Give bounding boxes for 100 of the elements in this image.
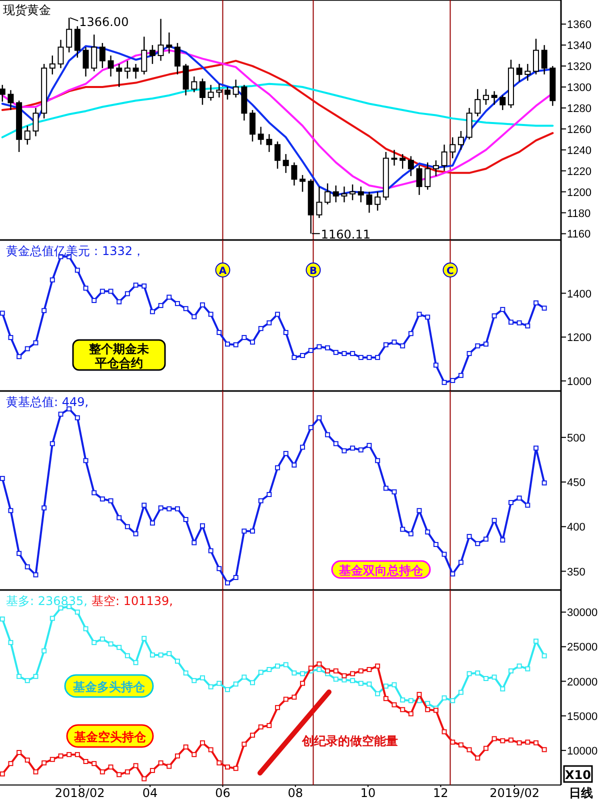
candlestick bbox=[500, 94, 506, 111]
annotation: 整个期金未平仓合约 bbox=[88, 342, 150, 370]
candlestick bbox=[32, 107, 39, 137]
y-tick-label: 1340 bbox=[567, 40, 592, 52]
candlestick bbox=[341, 186, 348, 203]
series-label: 黄基总值: 449, bbox=[6, 395, 89, 409]
chart-title: 现货黄金 bbox=[3, 3, 51, 17]
candlestick bbox=[82, 46, 89, 78]
x-tick-label: 2018/02 bbox=[54, 786, 105, 800]
candlestick bbox=[0, 84, 6, 102]
x-tick-label: 10 bbox=[360, 786, 376, 800]
text: 日线 bbox=[569, 786, 593, 800]
y-tick-label: 25000 bbox=[567, 642, 598, 654]
candlestick bbox=[49, 54, 56, 76]
candlestick bbox=[116, 63, 122, 88]
candlestick bbox=[291, 162, 298, 186]
candlestick bbox=[199, 78, 206, 106]
ref-line-label: C bbox=[446, 266, 454, 277]
x-tick-label: 2019/02 bbox=[490, 786, 540, 800]
y-tick-label: 1000 bbox=[567, 376, 592, 388]
x-tick-label: 08 bbox=[288, 786, 304, 800]
candlestick bbox=[108, 54, 114, 78]
candlestick bbox=[432, 160, 439, 177]
candlestick bbox=[516, 63, 522, 82]
y-tick-label: 450 bbox=[567, 477, 586, 490]
candlestick bbox=[8, 90, 14, 111]
candlestick bbox=[332, 184, 339, 203]
candlestick bbox=[266, 134, 272, 153]
y-tick-label: 1200 bbox=[567, 186, 592, 199]
text: 基空: 101139, bbox=[91, 594, 173, 608]
candlestick bbox=[458, 130, 464, 150]
candlestick bbox=[158, 18, 164, 62]
series-label: 黄金总值亿美元：1332， bbox=[6, 244, 145, 258]
candlestick bbox=[74, 26, 80, 58]
y-tick-label: 1220 bbox=[567, 166, 592, 178]
candlestick bbox=[91, 34, 98, 72]
candlestick bbox=[208, 84, 214, 102]
x-tick-label: 06 bbox=[215, 786, 230, 800]
candlestick bbox=[350, 184, 356, 201]
annotation: 基金空头持仓 bbox=[73, 730, 147, 744]
candlestick bbox=[141, 36, 148, 76]
ref-line-label: B bbox=[309, 266, 318, 277]
candlestick bbox=[324, 182, 331, 205]
candlestick bbox=[282, 153, 289, 174]
candlestick bbox=[450, 136, 456, 159]
y-tick-label: 1300 bbox=[567, 82, 592, 94]
y-tick-label: 15000 bbox=[567, 710, 598, 723]
annotation: 1160.11 bbox=[320, 228, 370, 242]
y-tick-label: 400 bbox=[567, 522, 586, 534]
line-series bbox=[1, 60, 554, 174]
candlestick bbox=[441, 144, 448, 172]
candlestick bbox=[24, 125, 30, 146]
annotation: 基金多头持仓 bbox=[72, 680, 146, 694]
candlestick bbox=[58, 39, 64, 69]
candlestick bbox=[166, 32, 172, 54]
x-tick-label: 04 bbox=[142, 786, 158, 800]
y-tick-label: 20000 bbox=[567, 676, 598, 688]
y-tick-label: 1180 bbox=[567, 208, 591, 220]
candlestick bbox=[408, 156, 414, 177]
candlestick bbox=[400, 153, 406, 170]
candlestick bbox=[482, 88, 489, 106]
candlestick bbox=[391, 149, 398, 166]
y-tick-label: 1360 bbox=[567, 19, 592, 32]
candlestick bbox=[258, 126, 264, 146]
candlestick bbox=[424, 162, 431, 190]
series-label: 基多: 236835, bbox=[6, 594, 88, 608]
annotation: 基金双向总持仓 bbox=[338, 564, 424, 578]
y-tick-label: 10000 bbox=[567, 745, 598, 758]
y-tick-label: 1200 bbox=[567, 332, 592, 344]
y-tick-label: 1280 bbox=[567, 102, 592, 115]
candlestick bbox=[99, 42, 106, 69]
x-tick-label: 12 bbox=[433, 786, 448, 800]
candlestick bbox=[524, 63, 531, 82]
candlestick bbox=[232, 79, 239, 98]
candlestick bbox=[149, 44, 156, 65]
text: X10 bbox=[565, 768, 591, 782]
candlestick bbox=[416, 164, 422, 196]
candlestick bbox=[474, 88, 481, 117]
y-tick-label: 1240 bbox=[567, 144, 592, 157]
y-tick-label: 1260 bbox=[567, 124, 592, 136]
ref-line-label: A bbox=[218, 266, 227, 277]
candlestick bbox=[216, 83, 222, 98]
y-tick-label: 1400 bbox=[567, 288, 592, 300]
y-tick-label: 350 bbox=[567, 566, 586, 578]
candlestick bbox=[491, 90, 498, 106]
line-series bbox=[1, 82, 554, 138]
candlestick bbox=[300, 174, 306, 192]
candlestick bbox=[316, 186, 322, 219]
y-tick-label: 1320 bbox=[567, 61, 592, 74]
y-tick-label: 1160 bbox=[567, 228, 591, 241]
y-tick-label: 30000 bbox=[567, 607, 598, 620]
candlestick bbox=[541, 44, 548, 76]
candlestick bbox=[366, 191, 372, 214]
candlestick bbox=[358, 186, 364, 203]
candlestick bbox=[250, 109, 256, 142]
candlestick bbox=[182, 63, 189, 96]
annotation: 1366.00 bbox=[79, 14, 129, 29]
candlestick bbox=[174, 42, 180, 76]
y-tick-label: 500 bbox=[567, 432, 586, 444]
candlestick bbox=[132, 63, 139, 80]
